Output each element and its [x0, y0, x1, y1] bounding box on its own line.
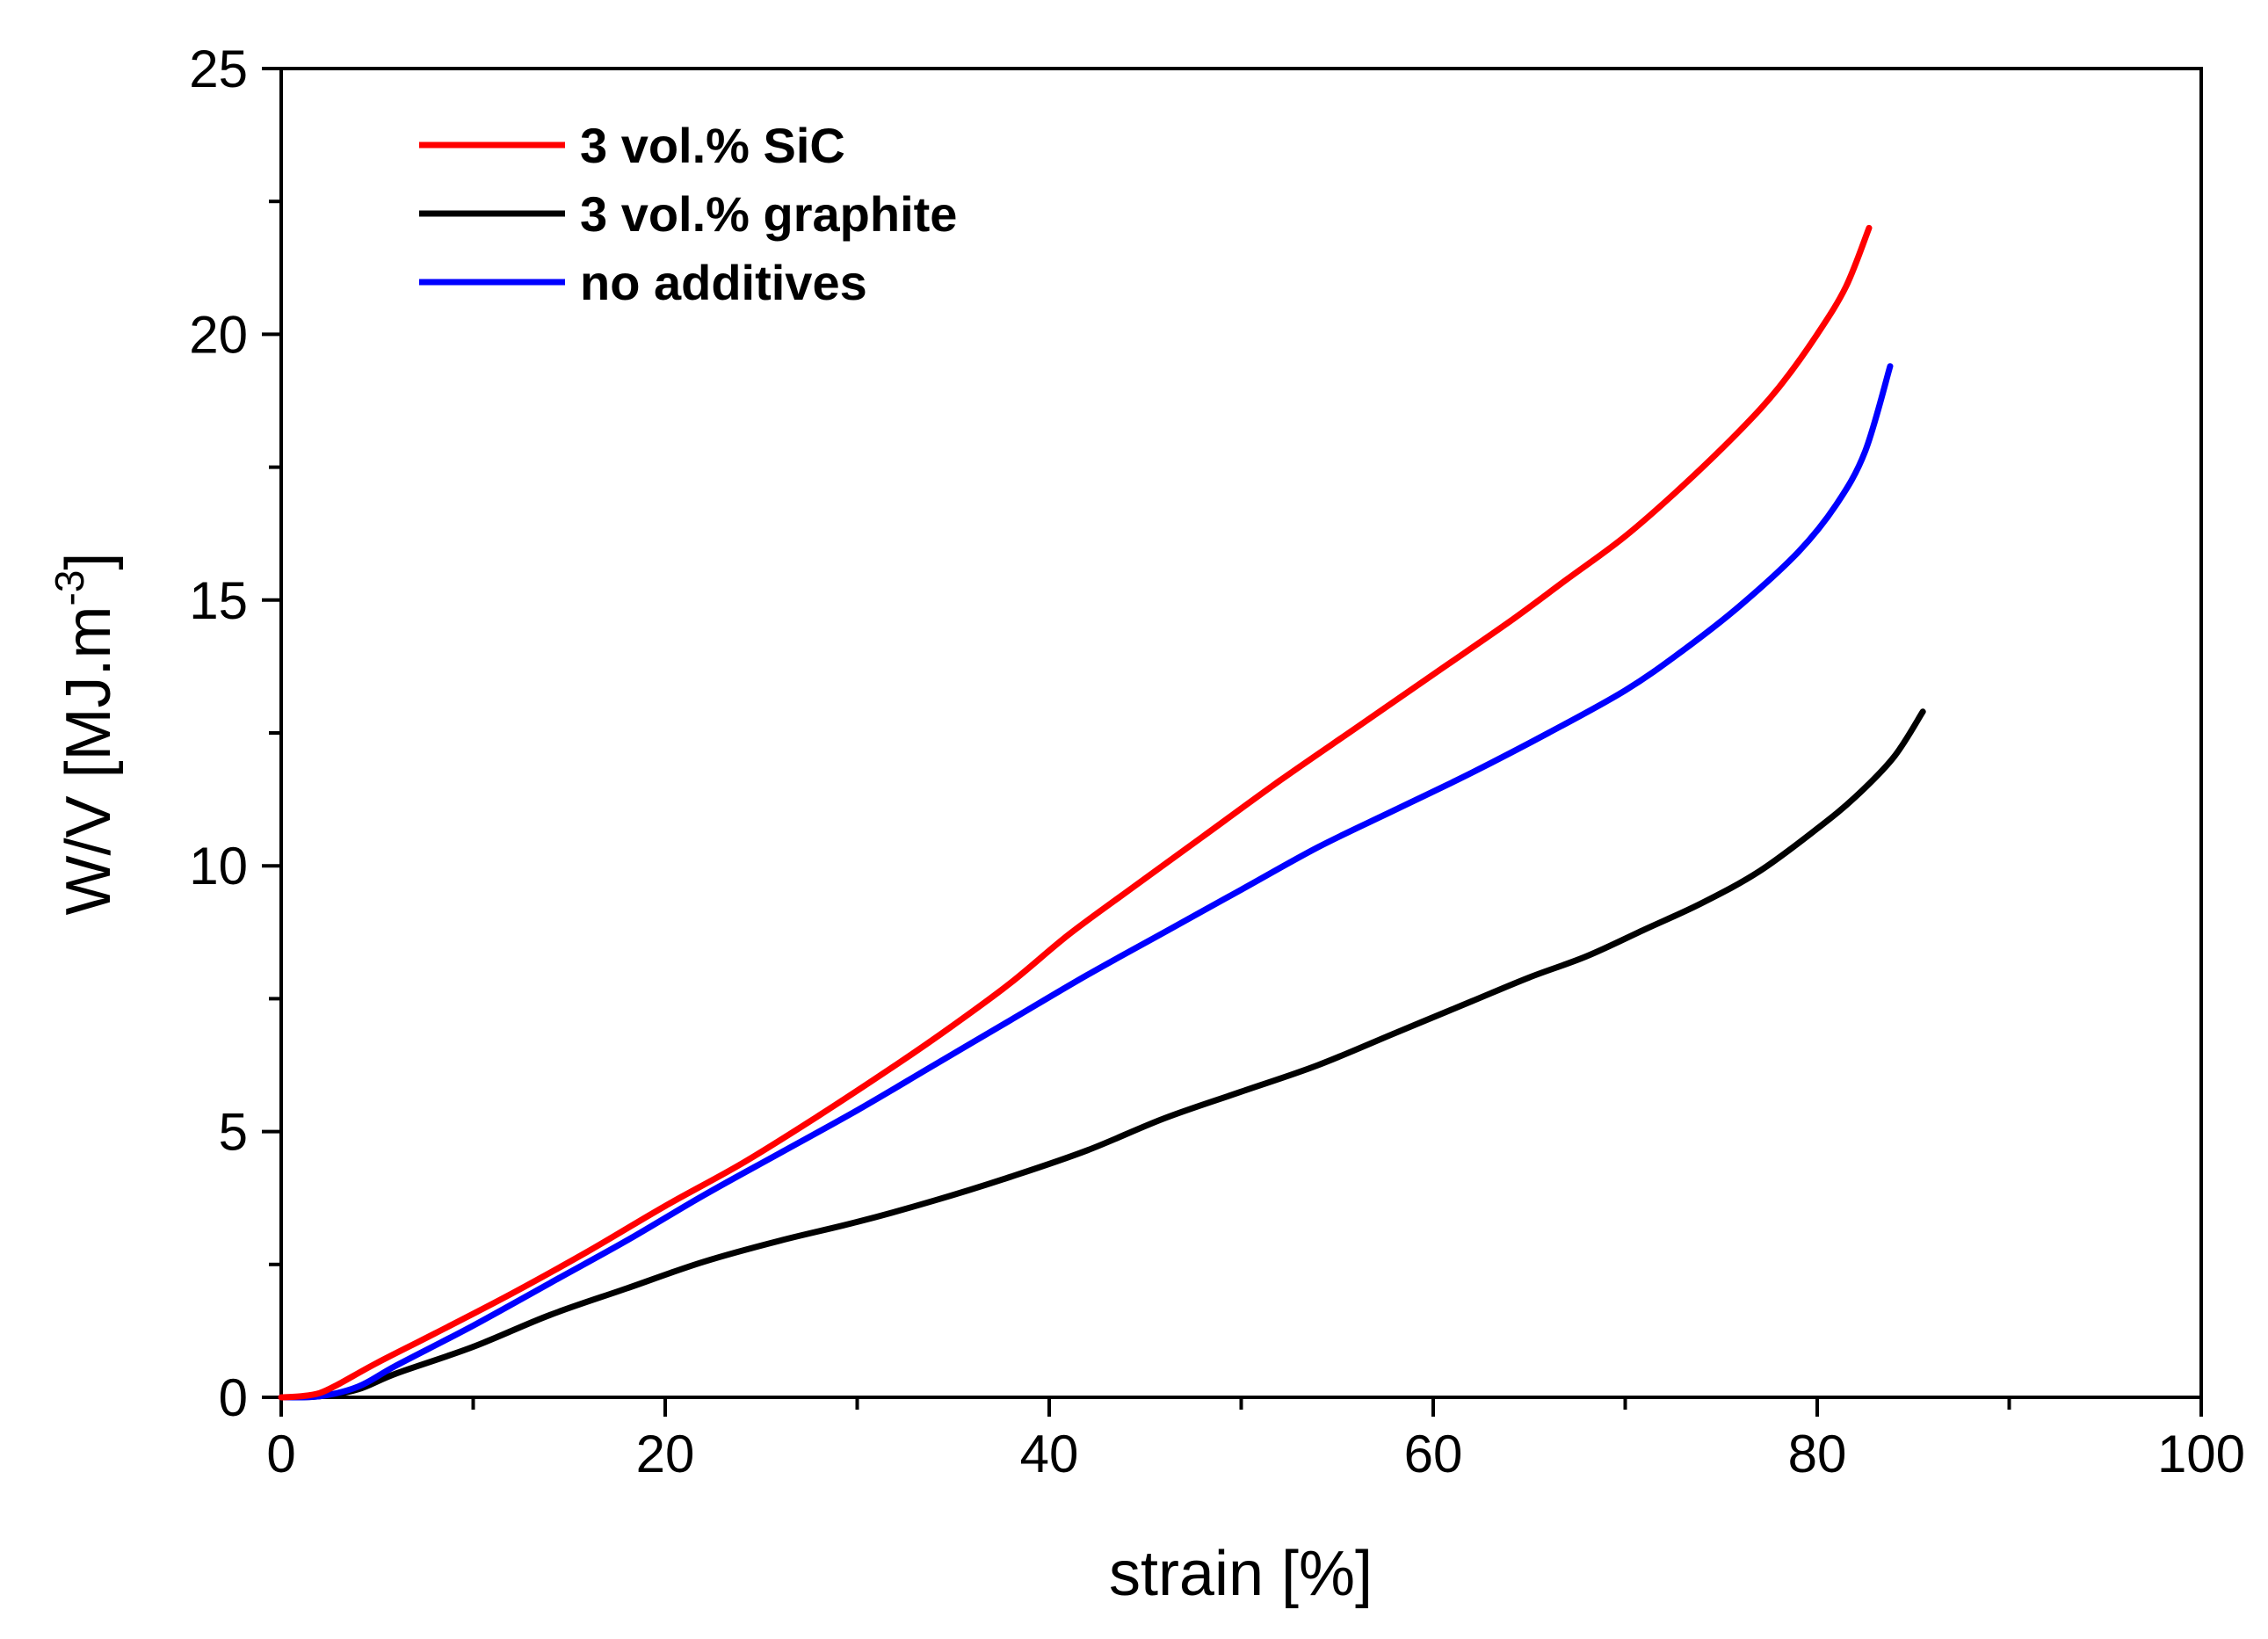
y-tick-label: 15 — [189, 571, 248, 630]
series-line-3-vol-sic — [278, 224, 1873, 1401]
x-tick-label: 40 — [1020, 1425, 1079, 1483]
x-axis-ticks: 0 20 40 60 80 100 — [266, 1397, 2245, 1483]
series-lines — [278, 224, 1926, 1401]
x-tick-label: 60 — [1404, 1425, 1463, 1483]
y-tick-label: 5 — [219, 1103, 248, 1162]
legend-label: 3 vol.% graphite — [580, 186, 957, 242]
y-axis-title-group: W/V [MJ.m-3] — [47, 553, 124, 916]
y-axis-title-superscript: -3 — [47, 570, 92, 606]
y-axis-ticks: 0 5 10 15 20 25 — [189, 40, 281, 1427]
y-tick-label: 20 — [189, 305, 248, 364]
legend: 3 vol.% SiC 3 vol.% graphite no additives — [419, 118, 957, 310]
y-axis-title-suffix: ] — [54, 553, 124, 570]
legend-label: no additives — [580, 255, 867, 310]
y-tick-label: 10 — [189, 837, 248, 896]
y-axis-title: W/V [MJ.m-3] — [47, 553, 124, 916]
y-tick-label: 25 — [189, 40, 248, 98]
x-tick-label: 100 — [2157, 1425, 2245, 1483]
x-tick-label: 80 — [1788, 1425, 1847, 1483]
x-tick-label: 20 — [636, 1425, 695, 1483]
series-line-no-additives — [278, 363, 1894, 1401]
legend-label: 3 vol.% SiC — [580, 118, 845, 173]
y-tick-label: 0 — [219, 1368, 248, 1427]
x-tick-label: 0 — [266, 1425, 295, 1483]
x-axis-title: strain [%] — [1109, 1539, 1373, 1609]
series-line-3-vol-graphite — [278, 708, 1926, 1401]
y-axis-title-main: W/V [MJ.m — [54, 606, 124, 915]
